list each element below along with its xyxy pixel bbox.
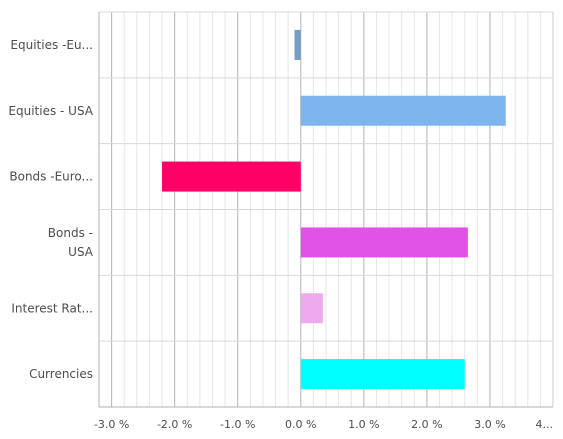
bar-5 — [300, 359, 465, 390]
category-label: Equities - USA — [8, 104, 93, 118]
category-label-line: Bonds -Euro... — [9, 170, 93, 184]
bar-2 — [162, 161, 301, 192]
x-tick-label: 4... — [536, 418, 554, 431]
x-tick-label: 3.0 % — [474, 418, 505, 431]
category-label: Interest Rat... — [11, 301, 93, 315]
x-tick-label: -1.0 % — [220, 418, 255, 431]
category-label: Bonds - USA — [48, 226, 94, 259]
bar-3 — [300, 227, 468, 258]
category-label: Currencies — [29, 367, 93, 381]
x-tick-label: -3.0 % — [94, 418, 129, 431]
x-tick-label: 0.0 % — [285, 418, 316, 431]
x-tick-label: 2.0 % — [411, 418, 442, 431]
bar-1 — [300, 95, 506, 126]
category-label: Equities -Eu... — [10, 38, 93, 52]
bar-0 — [294, 29, 301, 60]
category-label-line: Bonds - — [48, 226, 93, 240]
category-label-line: Currencies — [29, 367, 93, 381]
category-label: Bonds -Euro... — [9, 170, 93, 184]
category-label-line: Interest Rat... — [11, 301, 93, 315]
category-label-line: Equities -Eu... — [10, 38, 93, 52]
x-tick-label: -2.0 % — [157, 418, 192, 431]
x-tick-label: 1.0 % — [348, 418, 379, 431]
category-label-line: Equities - USA — [8, 104, 93, 118]
category-label-line: USA — [68, 245, 94, 259]
bar-4 — [300, 293, 323, 324]
